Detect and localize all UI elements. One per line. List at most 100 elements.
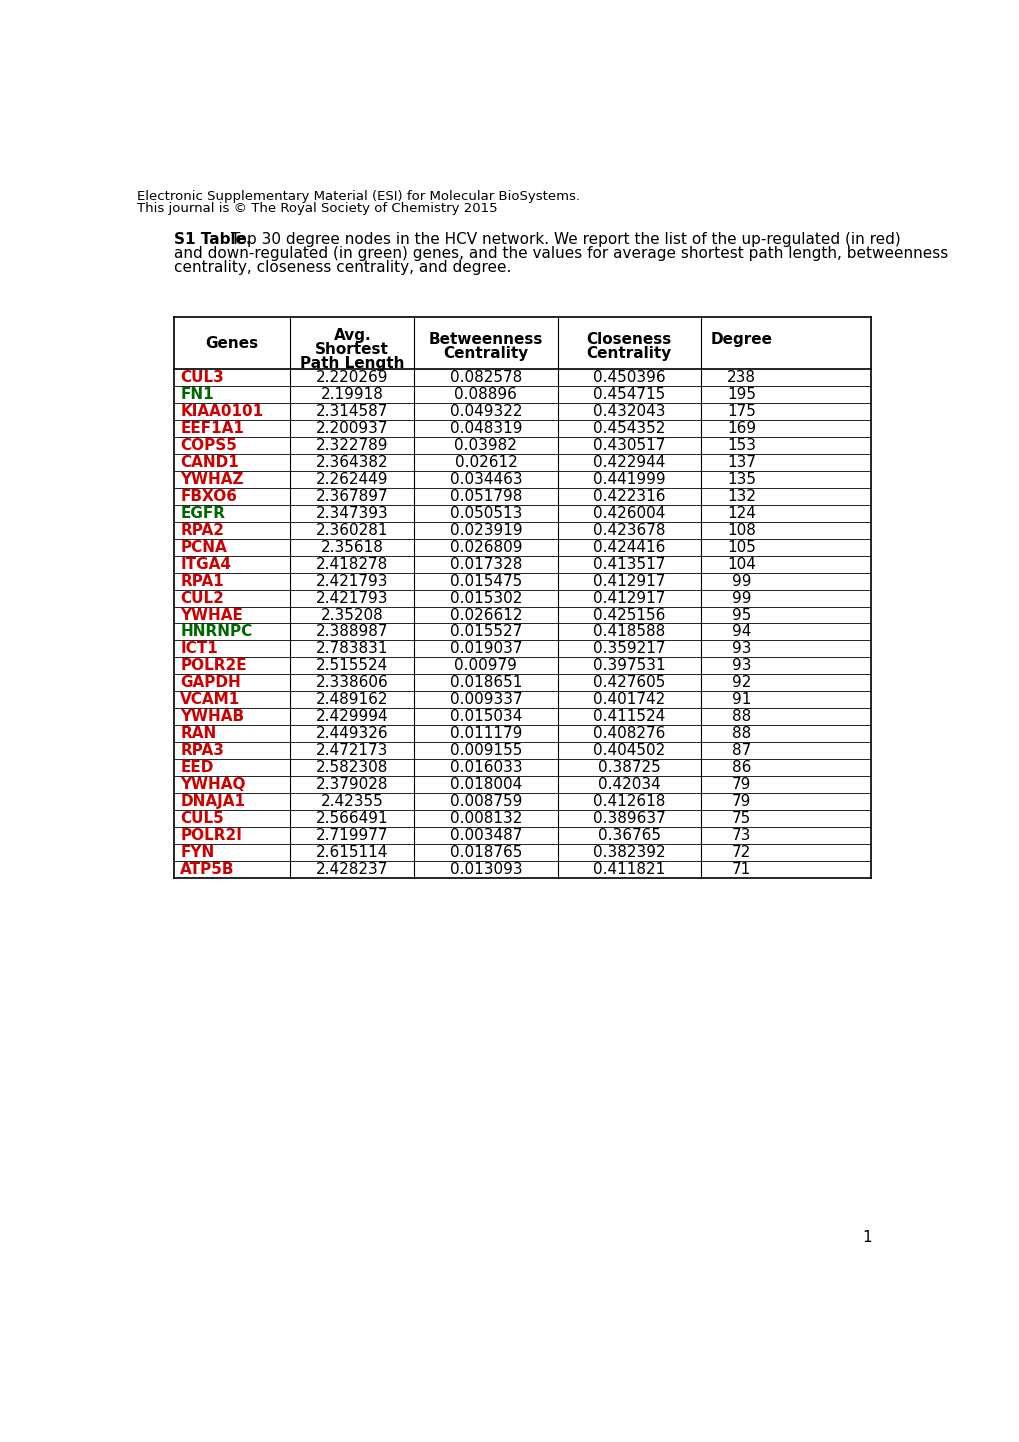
Text: 0.413517: 0.413517: [592, 557, 664, 571]
Text: 0.450396: 0.450396: [592, 371, 665, 385]
Text: FYN: FYN: [180, 845, 214, 859]
Text: 91: 91: [732, 692, 751, 707]
Text: GAPDH: GAPDH: [180, 675, 240, 691]
Text: 79: 79: [732, 795, 751, 809]
Text: POLR2I: POLR2I: [180, 828, 242, 842]
Text: 108: 108: [727, 523, 755, 538]
Text: 2.35618: 2.35618: [321, 539, 383, 555]
Text: 2.421793: 2.421793: [316, 574, 388, 588]
Text: 135: 135: [727, 472, 755, 487]
Text: 0.019037: 0.019037: [449, 642, 522, 656]
Text: 2.615114: 2.615114: [316, 845, 388, 859]
Text: 2.379028: 2.379028: [316, 777, 388, 792]
Text: ATP5B: ATP5B: [180, 862, 234, 877]
Text: 153: 153: [727, 438, 755, 453]
Text: 0.423678: 0.423678: [592, 523, 665, 538]
Text: 2.19918: 2.19918: [321, 388, 383, 402]
Text: Avg.: Avg.: [333, 327, 371, 343]
Text: 87: 87: [732, 743, 751, 758]
Text: 0.018651: 0.018651: [449, 675, 522, 691]
Text: 0.404502: 0.404502: [593, 743, 664, 758]
Text: RAN: RAN: [180, 727, 216, 741]
Text: 0.026809: 0.026809: [449, 539, 522, 555]
Text: 137: 137: [727, 456, 755, 470]
Text: 2.719977: 2.719977: [316, 828, 388, 842]
Text: 0.441999: 0.441999: [592, 472, 665, 487]
Text: 86: 86: [732, 760, 751, 774]
Text: 2.364382: 2.364382: [316, 456, 388, 470]
Text: 2.783831: 2.783831: [316, 642, 388, 656]
Text: COPS5: COPS5: [180, 438, 236, 453]
Text: 0.42034: 0.42034: [597, 777, 660, 792]
Text: 2.566491: 2.566491: [316, 810, 388, 826]
Text: 88: 88: [732, 727, 751, 741]
Text: 73: 73: [732, 828, 751, 842]
Text: 2.35208: 2.35208: [321, 607, 383, 623]
Text: Closeness: Closeness: [586, 333, 672, 348]
Text: Betweenness: Betweenness: [428, 333, 542, 348]
Text: 104: 104: [727, 557, 755, 571]
Text: 2.449326: 2.449326: [316, 727, 388, 741]
Text: RPA2: RPA2: [180, 523, 224, 538]
Text: 2.418278: 2.418278: [316, 557, 388, 571]
Text: 0.049322: 0.049322: [449, 404, 522, 420]
Text: 0.389637: 0.389637: [592, 810, 665, 826]
Text: Centrality: Centrality: [443, 346, 528, 362]
Text: 2.220269: 2.220269: [316, 371, 388, 385]
Text: 2.367897: 2.367897: [316, 489, 388, 503]
Text: Path Length: Path Length: [300, 356, 405, 371]
Text: POLR2E: POLR2E: [180, 659, 247, 673]
Text: 0.00979: 0.00979: [454, 659, 517, 673]
Text: 0.08896: 0.08896: [454, 388, 517, 402]
Text: 0.382392: 0.382392: [592, 845, 665, 859]
Text: 93: 93: [732, 659, 751, 673]
Text: 0.359217: 0.359217: [592, 642, 665, 656]
Text: Genes: Genes: [206, 336, 259, 350]
Text: 2.314587: 2.314587: [316, 404, 388, 420]
Text: Centrality: Centrality: [586, 346, 672, 362]
Text: centrality, closeness centrality, and degree.: centrality, closeness centrality, and de…: [174, 260, 511, 275]
Text: 0.048319: 0.048319: [449, 421, 522, 435]
Text: FN1: FN1: [180, 388, 214, 402]
Text: 0.008132: 0.008132: [449, 810, 522, 826]
Text: ICT1: ICT1: [180, 642, 218, 656]
Text: 2.428237: 2.428237: [316, 862, 388, 877]
Text: 99: 99: [732, 591, 751, 606]
Text: 0.412917: 0.412917: [592, 574, 664, 588]
Text: This journal is © The Royal Society of Chemistry 2015: This journal is © The Royal Society of C…: [137, 202, 497, 215]
Text: 0.023919: 0.023919: [449, 523, 522, 538]
Text: 0.401742: 0.401742: [593, 692, 664, 707]
Text: 0.426004: 0.426004: [592, 506, 664, 521]
Text: 99: 99: [732, 574, 751, 588]
Text: Shortest: Shortest: [315, 342, 389, 356]
Text: 238: 238: [727, 371, 755, 385]
Text: 0.011179: 0.011179: [449, 727, 522, 741]
Text: 0.422944: 0.422944: [592, 456, 664, 470]
Text: 0.36765: 0.36765: [597, 828, 660, 842]
Text: and down-regulated (in green) genes, and the values for average shortest path le: and down-regulated (in green) genes, and…: [174, 247, 948, 261]
Text: 0.432043: 0.432043: [592, 404, 665, 420]
Text: 2.421793: 2.421793: [316, 591, 388, 606]
Text: 0.009155: 0.009155: [449, 743, 522, 758]
Text: 0.411524: 0.411524: [593, 709, 664, 724]
Text: 0.050513: 0.050513: [449, 506, 522, 521]
Text: 2.338606: 2.338606: [316, 675, 388, 691]
Text: 71: 71: [732, 862, 751, 877]
Text: 2.200937: 2.200937: [316, 421, 388, 435]
Text: 2.42355: 2.42355: [321, 795, 383, 809]
Text: 0.015034: 0.015034: [449, 709, 522, 724]
Text: S1 Table.: S1 Table.: [174, 232, 252, 248]
Text: 0.454715: 0.454715: [593, 388, 664, 402]
Text: 79: 79: [732, 777, 751, 792]
Text: 0.454352: 0.454352: [592, 421, 664, 435]
Text: 2.347393: 2.347393: [316, 506, 388, 521]
Text: EGFR: EGFR: [180, 506, 225, 521]
Text: CAND1: CAND1: [180, 456, 238, 470]
Text: PCNA: PCNA: [180, 539, 227, 555]
Text: 2.582308: 2.582308: [316, 760, 388, 774]
Text: 169: 169: [727, 421, 755, 435]
Text: 0.018004: 0.018004: [449, 777, 522, 792]
Text: 0.412917: 0.412917: [592, 591, 664, 606]
Text: 132: 132: [727, 489, 755, 503]
Text: 0.034463: 0.034463: [449, 472, 522, 487]
